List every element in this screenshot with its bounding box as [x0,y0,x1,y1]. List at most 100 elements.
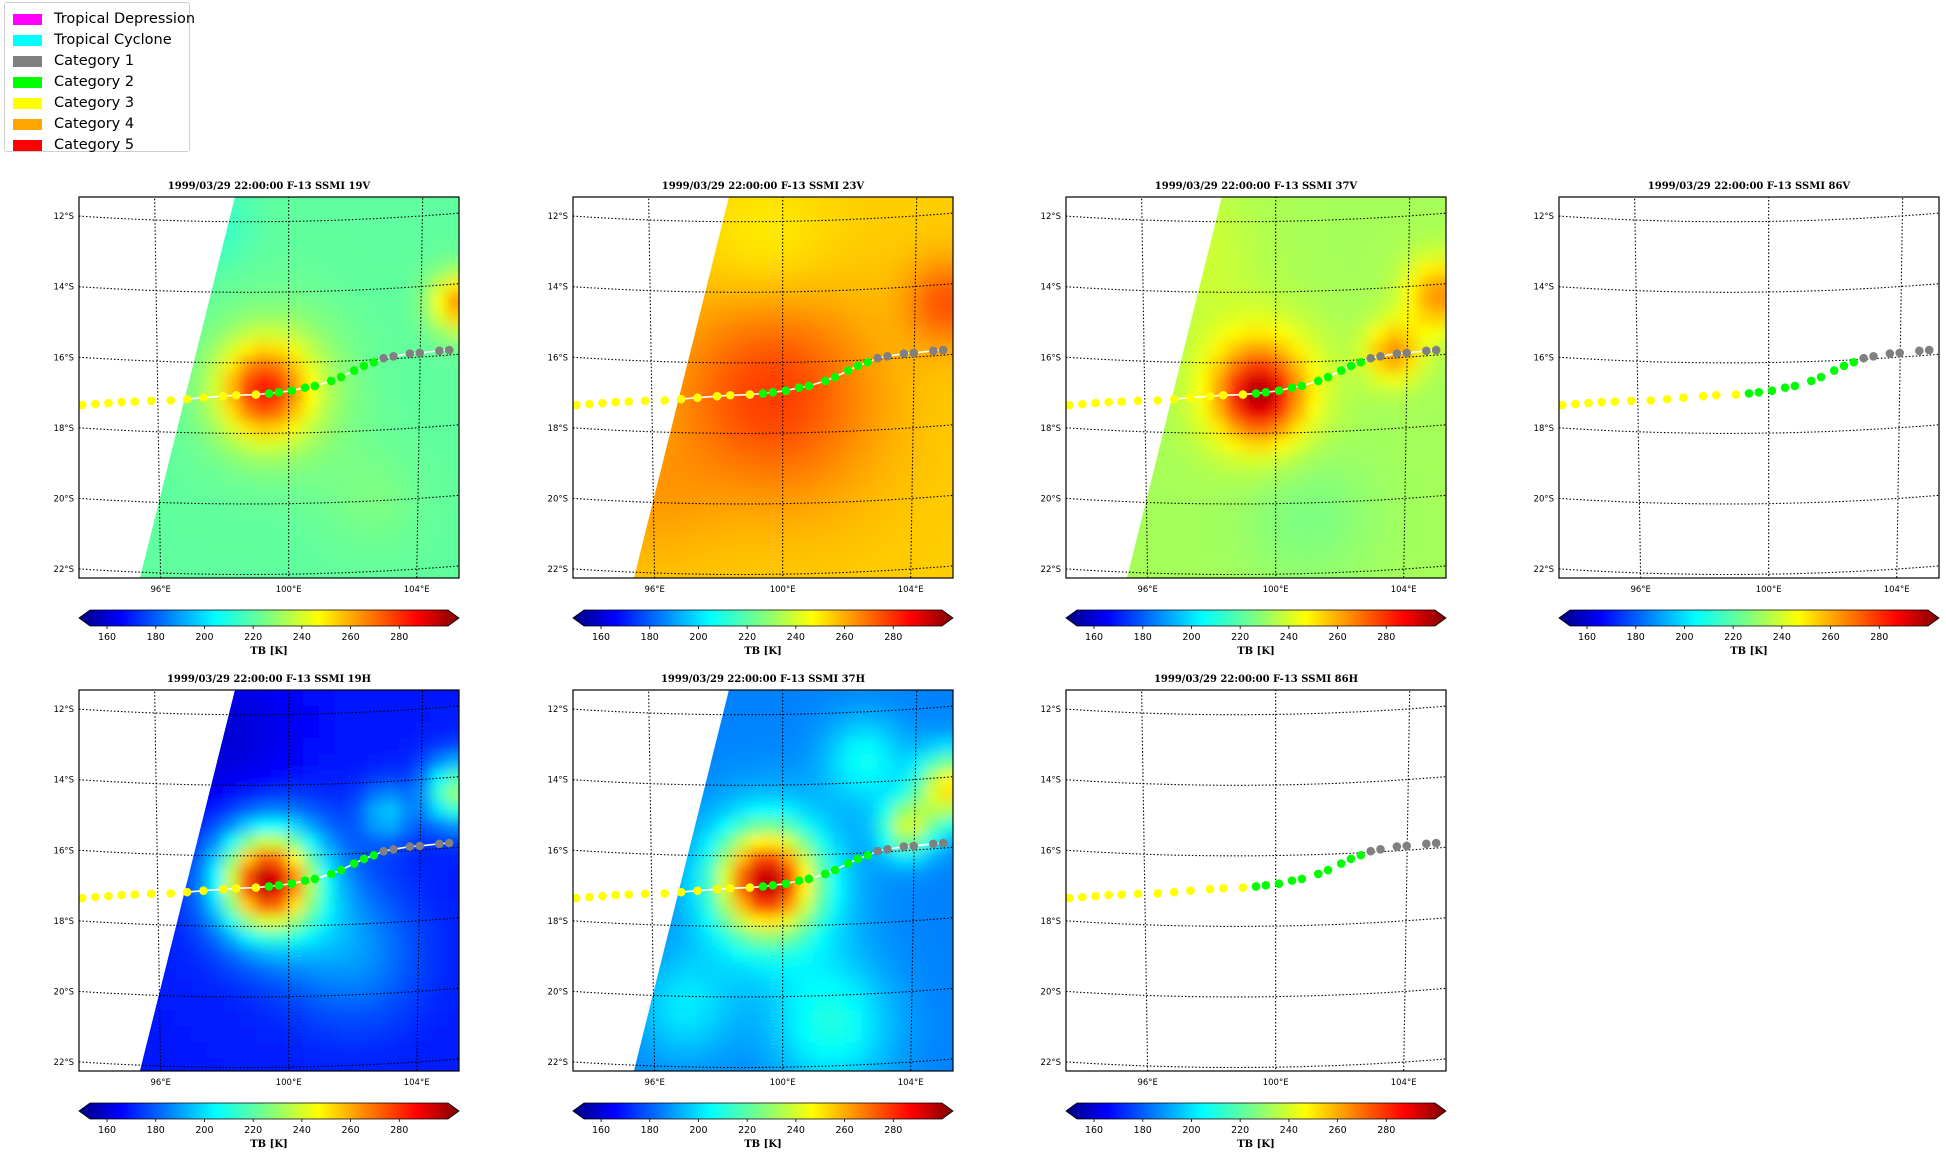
field-cell [909,309,926,326]
field-cell [861,706,878,723]
field-cell [271,1010,288,1027]
field-cell [415,962,432,979]
field-cell [383,898,400,915]
field-cell [797,722,814,739]
field-cell [573,962,590,979]
track-point [251,390,261,399]
field-cell [653,786,670,803]
field-cell [733,565,750,578]
latitude-line [573,424,953,434]
field-cell [223,802,240,819]
field-cell [239,978,256,995]
field-cell [271,261,288,278]
field-cell [255,1042,272,1059]
field-cell [1274,261,1291,278]
field-cell [1370,549,1387,566]
colorbar-ramp [1558,609,1940,627]
lat-tick-label: 14°S [548,283,568,293]
field-cell [351,818,368,835]
field-cell [255,421,272,438]
field-cell [685,421,702,438]
lat-tick-label: 20°S [548,987,568,997]
field-cell [685,818,702,835]
field-cell [1066,341,1083,358]
field-cell [765,421,782,438]
field-cell [463,517,480,534]
field-cell [287,293,304,310]
field-cell [634,357,638,374]
field-cell [1354,581,1371,598]
field-cell [669,962,686,979]
field-cell [573,469,590,486]
field-cell [351,421,368,438]
field-cell [634,754,638,771]
field-cell [463,1026,480,1043]
field-cell [303,565,320,578]
field-cell [557,882,574,899]
field-cell [701,946,718,963]
field-cell [781,770,798,787]
lat-tick-label: 20°S [54,494,74,504]
field-cell [175,946,192,963]
field-cell [1066,277,1083,294]
field-cell [303,770,320,787]
field-cell [893,962,910,979]
field-cell [781,421,798,438]
field-cell [861,341,878,358]
field-cell [351,802,368,819]
track-point [326,376,336,386]
field-cell [733,421,750,438]
field-cell [861,802,878,819]
field-cell [303,469,320,486]
field-cell [781,229,798,246]
field-cell [589,962,606,979]
field-cell [399,277,416,294]
field-cell [383,946,400,963]
field-cell [223,770,240,787]
field-cell [140,533,144,550]
track-point [1597,397,1606,407]
field-cell [877,261,894,278]
field-cell [111,962,128,979]
field-cell [79,1074,96,1091]
field-cell [1386,453,1403,470]
lon-tick-label: 96°E [1137,1078,1157,1088]
field-cell [223,866,240,883]
legend-label: Category 5 [54,137,135,153]
field-cell [431,293,448,310]
field-cell [861,261,878,278]
field-cell [287,229,304,246]
field-cell [159,1010,176,1027]
field-cell [463,834,480,851]
field-cell [63,1026,80,1043]
field-cell [749,706,766,723]
field-cell [223,357,240,374]
field-cell [447,565,459,578]
field-cell [239,850,256,867]
field-cell [701,293,718,310]
lat-tick-label: 20°S [1041,987,1061,997]
latitude-line [1066,917,1446,927]
field-cell [557,802,574,819]
field-cell [589,1058,606,1075]
field-cell [367,549,384,566]
latitude-line [573,1058,953,1069]
field-cell [415,1010,432,1027]
field-cell [383,690,400,707]
field-cell [447,738,459,755]
field-cell [845,994,862,1011]
field-cell [589,549,606,566]
field-cell [605,690,622,707]
field-cell [957,1058,974,1075]
field-cell [1290,453,1307,470]
field-cell [287,1010,304,1027]
field-cell [634,818,638,835]
field-cell [717,994,734,1011]
field-cell [367,565,384,578]
field-cell [1242,309,1259,326]
field-cell [941,309,953,326]
field-cell [1338,533,1355,550]
field-cell [957,722,974,739]
field-cell [463,738,480,755]
